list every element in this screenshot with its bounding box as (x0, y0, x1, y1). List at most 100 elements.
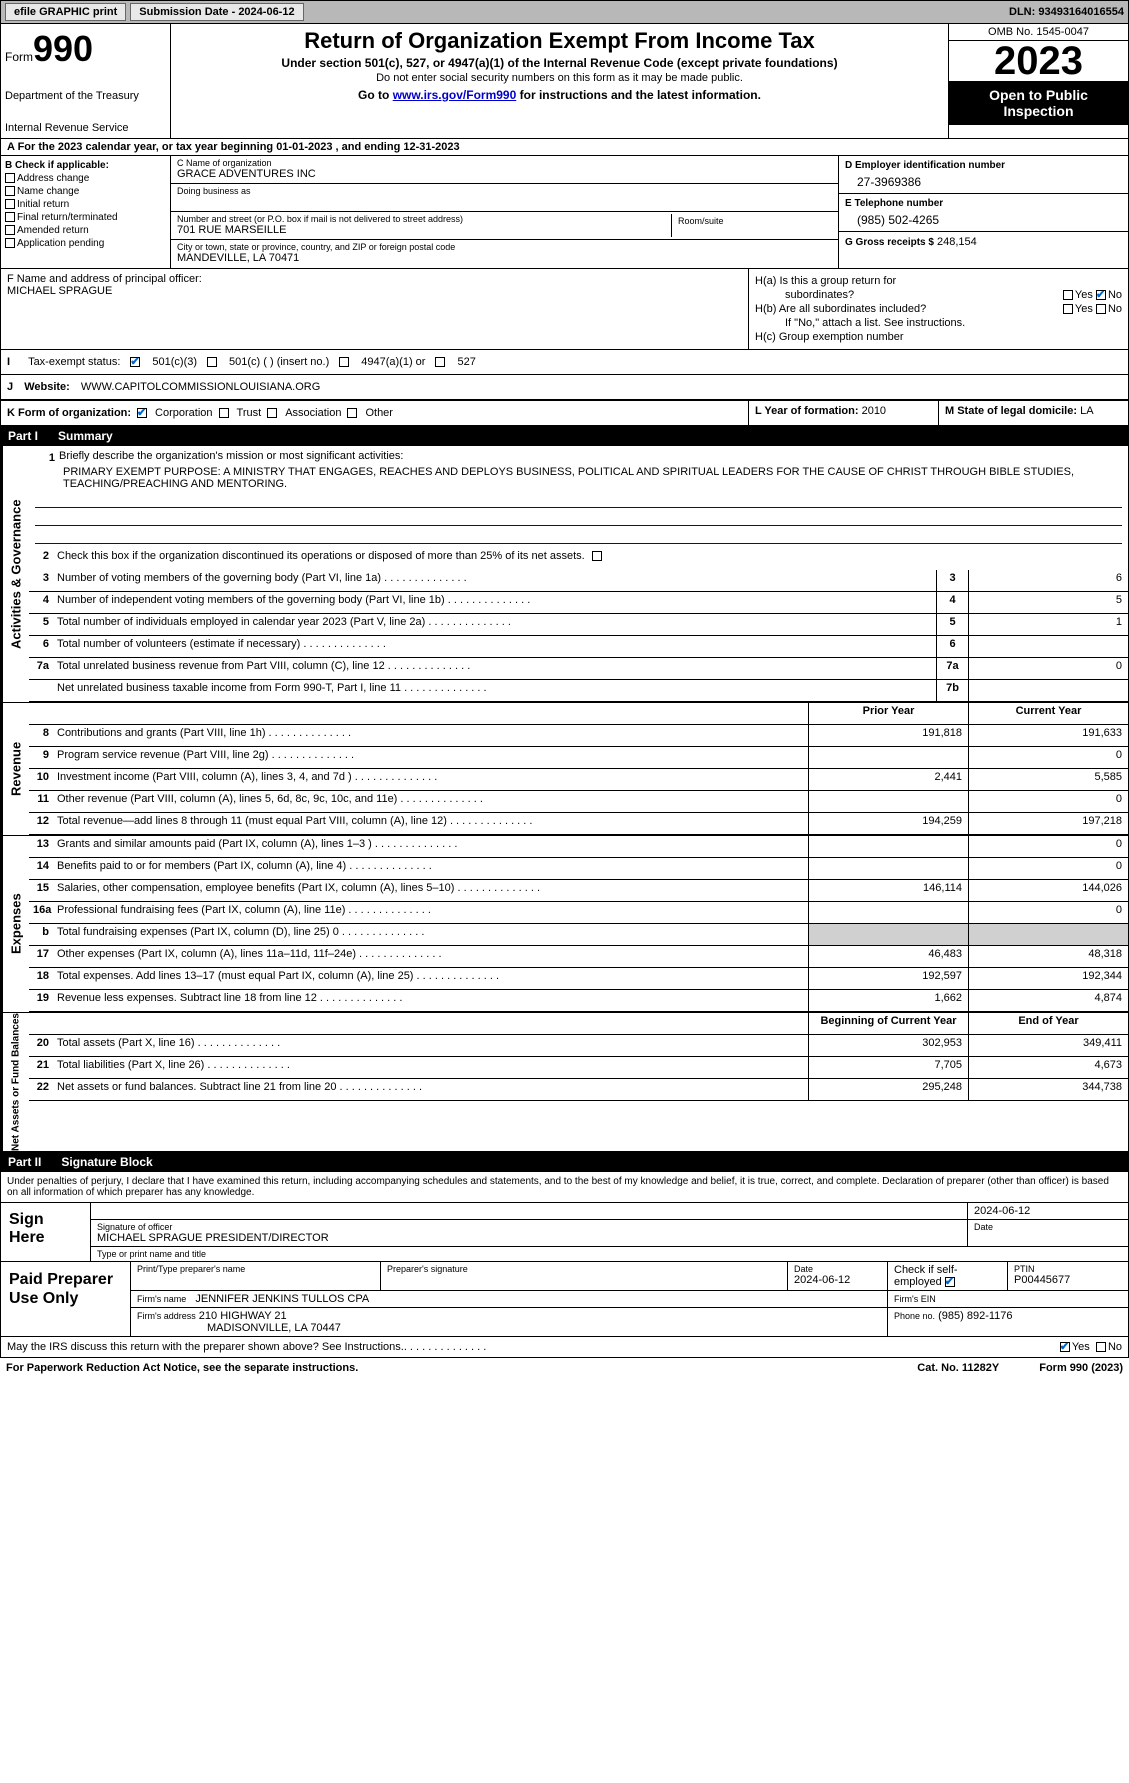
checkbox-icon[interactable] (137, 408, 147, 418)
ein-row: D Employer identification number 27-3969… (839, 156, 1128, 194)
firm-label: Firm's name (137, 1294, 186, 1304)
chk-final-return[interactable]: Final return/terminated (5, 212, 166, 223)
line-desc: Total expenses. Add lines 13–17 (must eq… (53, 968, 808, 989)
table-row: 4Number of independent voting members of… (29, 592, 1128, 614)
table-row: bTotal fundraising expenses (Part IX, co… (29, 924, 1128, 946)
line-num: 16a (29, 902, 53, 923)
sidebar-expenses: Expenses (1, 836, 29, 1012)
box-c: C Name of organization GRACE ADVENTURES … (171, 156, 838, 268)
checkbox-icon[interactable] (267, 408, 277, 418)
prior-value (808, 858, 968, 879)
checkbox-icon[interactable] (945, 1277, 955, 1287)
mission-label: Briefly describe the organization's miss… (59, 450, 403, 466)
form-header: Form990 Department of the Treasury Inter… (0, 24, 1129, 139)
date-cell: Date (968, 1220, 1128, 1246)
chk-amended-return[interactable]: Amended return (5, 225, 166, 236)
irs-link[interactable]: www.irs.gov/Form990 (393, 88, 517, 102)
checkbox-icon[interactable] (5, 212, 15, 222)
chk-initial-return[interactable]: Initial return (5, 199, 166, 210)
checkbox-icon[interactable] (1096, 290, 1106, 300)
paid-right: Print/Type preparer's name Preparer's si… (131, 1262, 1128, 1336)
yes-label: Yes (1075, 303, 1093, 315)
goto-prefix: Go to (358, 88, 393, 102)
prior-value: 295,248 (808, 1079, 968, 1100)
line-desc: Investment income (Part VIII, column (A)… (53, 769, 808, 790)
line-num: 9 (29, 747, 53, 768)
checkbox-icon[interactable] (207, 357, 217, 367)
table-row: 8Contributions and grants (Part VIII, li… (29, 725, 1128, 747)
prior-value: 191,818 (808, 725, 968, 746)
yf-value: 2010 (862, 405, 886, 417)
efile-print-button[interactable]: efile GRAPHIC print (5, 3, 126, 21)
mission-text: PRIMARY EXEMPT PURPOSE: A MINISTRY THAT … (63, 466, 1122, 490)
table-row: 14Benefits paid to or for members (Part … (29, 858, 1128, 880)
prior-value (808, 747, 968, 768)
topbar: efile GRAPHIC print Submission Date - 20… (0, 0, 1129, 24)
prior-value (808, 924, 968, 945)
firm-addr2: MADISONVILLE, LA 70447 (207, 1322, 341, 1334)
irs-label: Internal Revenue Service (5, 122, 166, 134)
sd-value: LA (1080, 405, 1093, 417)
sig-type-row: Type or print name and title (91, 1247, 1128, 1261)
submission-date-button[interactable]: Submission Date - 2024-06-12 (130, 3, 303, 21)
box-h: H(a) Is this a group return for subordin… (748, 269, 1128, 349)
checkbox-icon[interactable] (219, 408, 229, 418)
checkbox-icon[interactable] (5, 225, 15, 235)
box-f: F Name and address of principal officer:… (1, 269, 748, 349)
checkbox-icon[interactable] (5, 173, 15, 183)
sig-blank (91, 1203, 968, 1219)
checkbox-icon[interactable] (130, 357, 140, 367)
chk-address-change[interactable]: Address change (5, 173, 166, 184)
line-num: 17 (29, 946, 53, 967)
firm-name: JENNIFER JENKINS TULLOS CPA (195, 1293, 369, 1305)
exp-content: 13Grants and similar amounts paid (Part … (29, 836, 1128, 1012)
checkbox-icon[interactable] (5, 199, 15, 209)
row-fgh: F Name and address of principal officer:… (0, 269, 1129, 350)
checkbox-icon[interactable] (1063, 304, 1073, 314)
4947-label: 4947(a)(1) or (361, 356, 425, 368)
line-desc: Program service revenue (Part VIII, line… (53, 747, 808, 768)
blank-num (29, 703, 53, 724)
prior-value (808, 791, 968, 812)
box-d: D Employer identification number 27-3969… (838, 156, 1128, 268)
line-num: 15 (29, 880, 53, 901)
sig-officer-name: MICHAEL SPRAGUE PRESIDENT/DIRECTOR (97, 1232, 961, 1244)
checkbox-icon[interactable] (339, 357, 349, 367)
line-value: 5 (968, 592, 1128, 613)
table-row: 21Total liabilities (Part X, line 26)7,7… (29, 1057, 1128, 1079)
form-title: Return of Organization Exempt From Incom… (175, 28, 944, 54)
table-row: 19Revenue less expenses. Subtract line 1… (29, 990, 1128, 1012)
checkbox-icon[interactable] (1063, 290, 1073, 300)
checkbox-icon[interactable] (1096, 1342, 1106, 1352)
state-domicile: M State of legal domicile: LA (939, 401, 1128, 425)
sidebar-net: Net Assets or Fund Balances (1, 1013, 29, 1151)
chk-label: Final return/terminated (17, 212, 118, 223)
line-value: 0 (968, 658, 1128, 679)
checkbox-icon[interactable] (5, 238, 15, 248)
tel-label: E Telephone number (845, 198, 1122, 209)
line-value (968, 680, 1128, 701)
current-year-header: Current Year (968, 703, 1128, 724)
line-code: 7a (936, 658, 968, 679)
line-num: 3 (29, 570, 53, 591)
line-desc: Other expenses (Part IX, column (A), lin… (53, 946, 808, 967)
prior-value (808, 902, 968, 923)
checkbox-icon[interactable] (5, 186, 15, 196)
current-value: 344,738 (968, 1079, 1128, 1100)
checkbox-icon[interactable] (347, 408, 357, 418)
checkbox-icon[interactable] (1060, 1342, 1070, 1352)
table-row: 13Grants and similar amounts paid (Part … (29, 836, 1128, 858)
checkbox-icon[interactable] (592, 551, 602, 561)
checkbox-icon[interactable] (435, 357, 445, 367)
expenses-section: Expenses 13Grants and similar amounts pa… (0, 836, 1129, 1013)
ein-value: 27-3969386 (845, 171, 1122, 189)
line-desc: Salaries, other compensation, employee b… (53, 880, 808, 901)
checkbox-icon[interactable] (1096, 304, 1106, 314)
ha2-label: subordinates? (785, 289, 854, 301)
chk-application-pending[interactable]: Application pending (5, 238, 166, 249)
part2-title: Signature Block (61, 1155, 152, 1169)
chk-label: Application pending (17, 238, 104, 249)
chk-name-change[interactable]: Name change (5, 186, 166, 197)
prior-value: 302,953 (808, 1035, 968, 1056)
table-row: 17Other expenses (Part IX, column (A), l… (29, 946, 1128, 968)
